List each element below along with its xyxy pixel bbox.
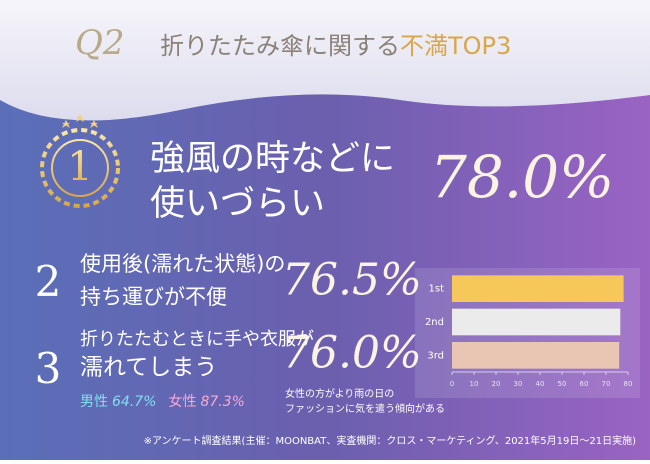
y-tick-label: 1st (429, 284, 445, 295)
reason-line: 持ち運びが不便 (80, 285, 227, 309)
note: ファッションに気を遣う傾向がある (285, 402, 445, 415)
reason-line: 濡れてしまう (80, 355, 217, 381)
top-band (0, 0, 650, 121)
x-tick-label: 0 (450, 380, 454, 388)
note: 女性の方がより雨の日の (285, 387, 394, 400)
rank-number: 2 (35, 257, 62, 306)
percent: 76.0% (282, 328, 422, 379)
x-tick-label: 50 (558, 380, 567, 388)
female-value: 87.3% (200, 394, 244, 410)
x-tick-label: 70 (602, 380, 611, 388)
title: 折りたたみ傘に関する不満TOP3 (160, 32, 511, 60)
bar (452, 275, 624, 302)
y-tick-label: 3rd (427, 350, 444, 361)
footnote: ※アンケート調査結果(主催：MOONBAT、実査機関：クロス・マーケティング、2… (144, 434, 637, 447)
x-tick-label: 30 (514, 380, 523, 388)
title-accent: 不満TOP3 (400, 32, 511, 60)
y-tick-label: 2nd (425, 317, 444, 328)
bar (452, 308, 621, 336)
female-label: 女性 (168, 393, 196, 410)
title-main: 折りたたみ傘に関する (160, 32, 400, 60)
x-tick-label: 40 (536, 380, 545, 388)
x-tick-label: 80 (624, 380, 633, 388)
x-tick-label: 60 (580, 380, 589, 388)
reason-line: 強風の時などに (150, 139, 395, 179)
percent: 76.5% (282, 255, 422, 306)
percent: 78.0% (430, 143, 614, 211)
male-value: 64.7% (112, 394, 156, 410)
x-tick-label: 10 (470, 380, 479, 388)
reason-line: 折りたたむときに手や衣服が (80, 329, 314, 350)
rank-number: 3 (35, 344, 62, 393)
reason-line: 使いづらい (150, 184, 325, 224)
male-label: 男性 (80, 394, 108, 410)
rank-number: 1 (67, 144, 92, 190)
x-tick-label: 20 (492, 380, 501, 388)
laurel-badge (40, 114, 120, 208)
gender-stats: 男性 64.7% 女性 87.3% (80, 393, 245, 410)
question-number: Q2 (75, 23, 125, 63)
bar (452, 342, 620, 369)
reason-line: 使用後(濡れた状態)の (80, 252, 285, 276)
